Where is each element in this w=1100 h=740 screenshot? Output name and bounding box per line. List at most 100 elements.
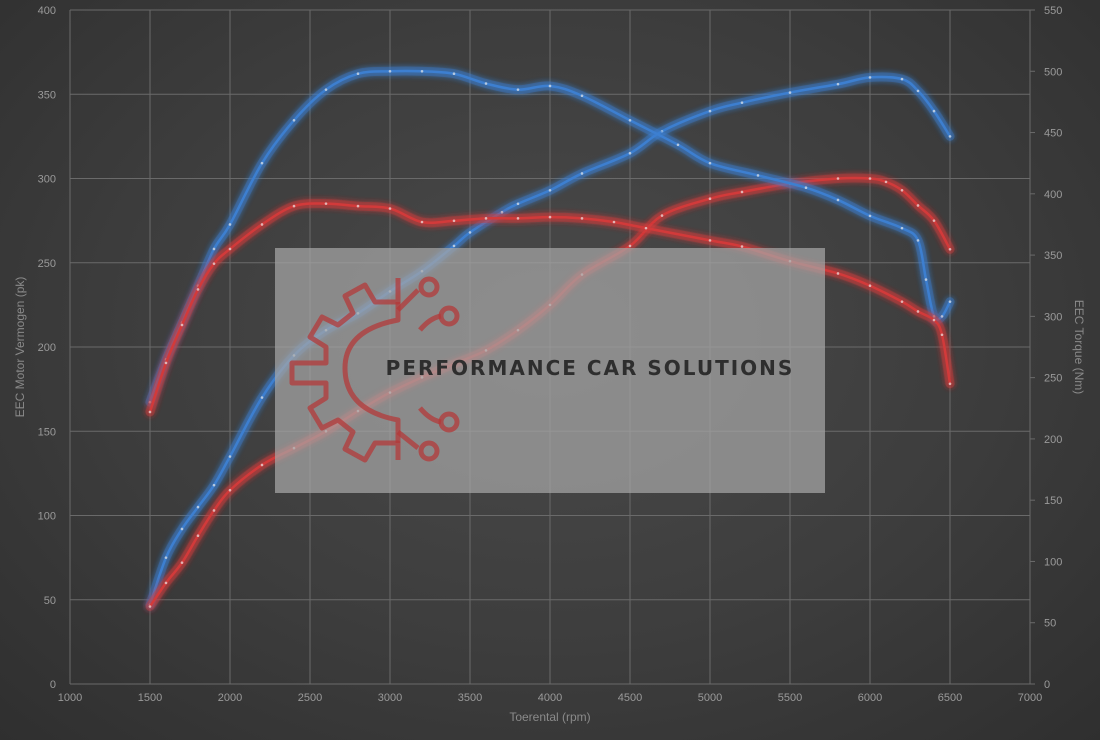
- series-point-3: [613, 221, 616, 224]
- series-point-0: [581, 172, 584, 175]
- y-right-tick-label: 250: [1044, 373, 1062, 385]
- x-tick-label: 4000: [538, 692, 562, 704]
- series-point-2: [213, 248, 216, 251]
- series-point-0: [933, 110, 936, 113]
- series-point-2: [677, 144, 680, 147]
- series-point-3: [261, 223, 264, 226]
- series-point-0: [789, 91, 792, 94]
- series-point-2: [949, 300, 952, 303]
- y-right-tick-label: 0: [1044, 679, 1050, 691]
- series-point-0: [501, 211, 504, 214]
- x-tick-label: 6000: [858, 692, 882, 704]
- series-point-1: [629, 245, 632, 248]
- series-point-2: [941, 315, 944, 318]
- series-point-2: [357, 72, 360, 75]
- series-point-1: [917, 204, 920, 207]
- y-right-tick-label: 400: [1044, 189, 1062, 201]
- y-left-axis-title: EEC Motor Vermogen (pk): [13, 277, 27, 418]
- series-point-3: [709, 239, 712, 242]
- series-point-3: [581, 217, 584, 220]
- y-right-tick-label: 450: [1044, 128, 1062, 140]
- y-left-tick-label: 100: [38, 511, 56, 523]
- series-point-2: [805, 186, 808, 189]
- series-point-3: [149, 411, 152, 414]
- series-point-0: [917, 90, 920, 93]
- y-left-tick-label: 400: [38, 5, 56, 17]
- series-point-0: [261, 396, 264, 399]
- y-right-tick-label: 300: [1044, 311, 1062, 323]
- series-point-0: [453, 245, 456, 248]
- series-point-2: [581, 94, 584, 97]
- series-point-0: [949, 135, 952, 138]
- series-point-0: [197, 506, 200, 509]
- series-point-1: [933, 219, 936, 222]
- y-left-tick-label: 250: [38, 258, 56, 270]
- series-point-3: [421, 221, 424, 224]
- series-point-3: [549, 216, 552, 219]
- series-point-0: [709, 110, 712, 113]
- series-point-1: [901, 189, 904, 192]
- x-tick-label: 6500: [938, 692, 962, 704]
- x-tick-label: 2500: [298, 692, 322, 704]
- series-point-2: [917, 239, 920, 242]
- series-point-3: [869, 284, 872, 287]
- y-right-tick-label: 350: [1044, 250, 1062, 262]
- series-point-2: [757, 174, 760, 177]
- series-point-0: [229, 455, 232, 458]
- series-point-2: [869, 215, 872, 218]
- y-left-tick-label: 350: [38, 89, 56, 101]
- y-right-tick-label: 100: [1044, 556, 1062, 568]
- series-point-0: [901, 78, 904, 81]
- series-point-3: [517, 217, 520, 220]
- series-point-3: [741, 245, 744, 248]
- y-left-tick-label: 0: [50, 679, 56, 691]
- series-point-3: [941, 333, 944, 336]
- series-point-2: [517, 88, 520, 91]
- series-point-3: [949, 382, 952, 385]
- x-axis-title: Toerental (rpm): [509, 710, 590, 724]
- series-point-3: [389, 207, 392, 210]
- series-point-2: [629, 119, 632, 122]
- y-right-tick-label: 550: [1044, 5, 1062, 17]
- series-point-3: [933, 319, 936, 322]
- x-tick-label: 1000: [58, 692, 82, 704]
- series-point-1: [229, 489, 232, 492]
- y-left-tick-label: 200: [38, 342, 56, 354]
- watermark: PERFORMANCE CAR SOLUTIONS: [275, 248, 825, 493]
- x-tick-label: 1500: [138, 692, 162, 704]
- series-point-0: [165, 556, 168, 559]
- y-right-tick-label: 150: [1044, 495, 1062, 507]
- y-left-tick-label: 300: [38, 174, 56, 186]
- series-point-0: [741, 101, 744, 104]
- series-point-3: [453, 219, 456, 222]
- series-point-2: [709, 162, 712, 165]
- series-point-2: [901, 227, 904, 230]
- series-point-2: [325, 88, 328, 91]
- series-point-3: [645, 227, 648, 230]
- x-tick-label: 3000: [378, 692, 402, 704]
- series-point-3: [357, 205, 360, 208]
- series-point-3: [485, 217, 488, 220]
- series-point-0: [469, 231, 472, 234]
- watermark-text: PERFORMANCE CAR SOLUTIONS: [386, 356, 795, 380]
- series-point-2: [925, 278, 928, 281]
- series-point-1: [213, 509, 216, 512]
- y-left-tick-label: 50: [44, 595, 56, 607]
- series-point-2: [421, 70, 424, 73]
- series-point-2: [453, 72, 456, 75]
- y-right-tick-label: 500: [1044, 66, 1062, 78]
- series-point-3: [197, 288, 200, 291]
- series-point-1: [741, 191, 744, 194]
- y-left-tick-label: 150: [38, 426, 56, 438]
- series-point-2: [549, 85, 552, 88]
- series-point-3: [293, 205, 296, 208]
- series-point-0: [517, 202, 520, 205]
- series-point-1: [261, 464, 264, 467]
- series-point-3: [837, 272, 840, 275]
- series-point-2: [293, 119, 296, 122]
- series-point-2: [837, 199, 840, 202]
- series-point-3: [181, 324, 184, 327]
- series-point-1: [181, 561, 184, 564]
